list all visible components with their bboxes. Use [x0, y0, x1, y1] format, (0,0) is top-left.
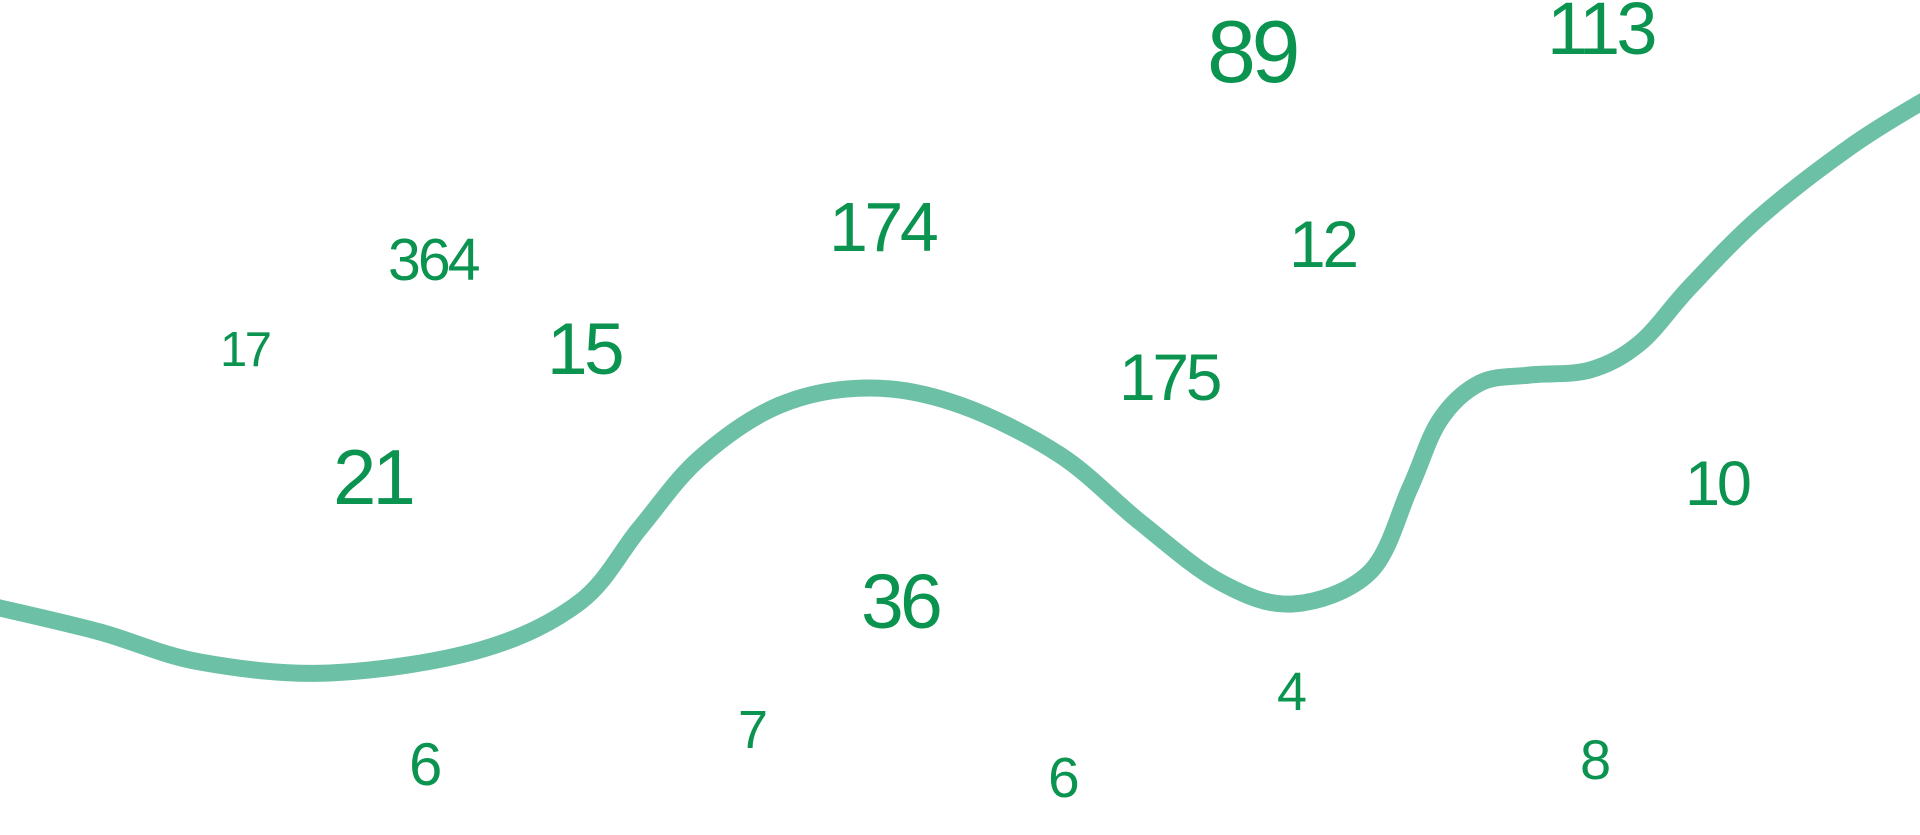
number-label: 10 — [1685, 449, 1752, 519]
number-label: 175 — [1119, 340, 1223, 414]
number-label: 174 — [829, 188, 939, 266]
number-label: 6 — [1048, 746, 1080, 810]
number-label: 15 — [547, 309, 625, 390]
number-label: 21 — [333, 433, 416, 521]
number-label: 364 — [388, 227, 481, 293]
number-label: 6 — [409, 731, 442, 798]
number-label: 113 — [1547, 0, 1658, 70]
number-label: 7 — [738, 700, 768, 760]
number-label: 4 — [1277, 662, 1307, 722]
number-label: 8 — [1580, 728, 1611, 791]
number-label: 36 — [861, 559, 943, 645]
number-label: 17 — [220, 323, 272, 377]
wavy-curve — [0, 93, 1920, 682]
number-label: 89 — [1207, 2, 1300, 101]
number-label: 12 — [1289, 207, 1359, 281]
